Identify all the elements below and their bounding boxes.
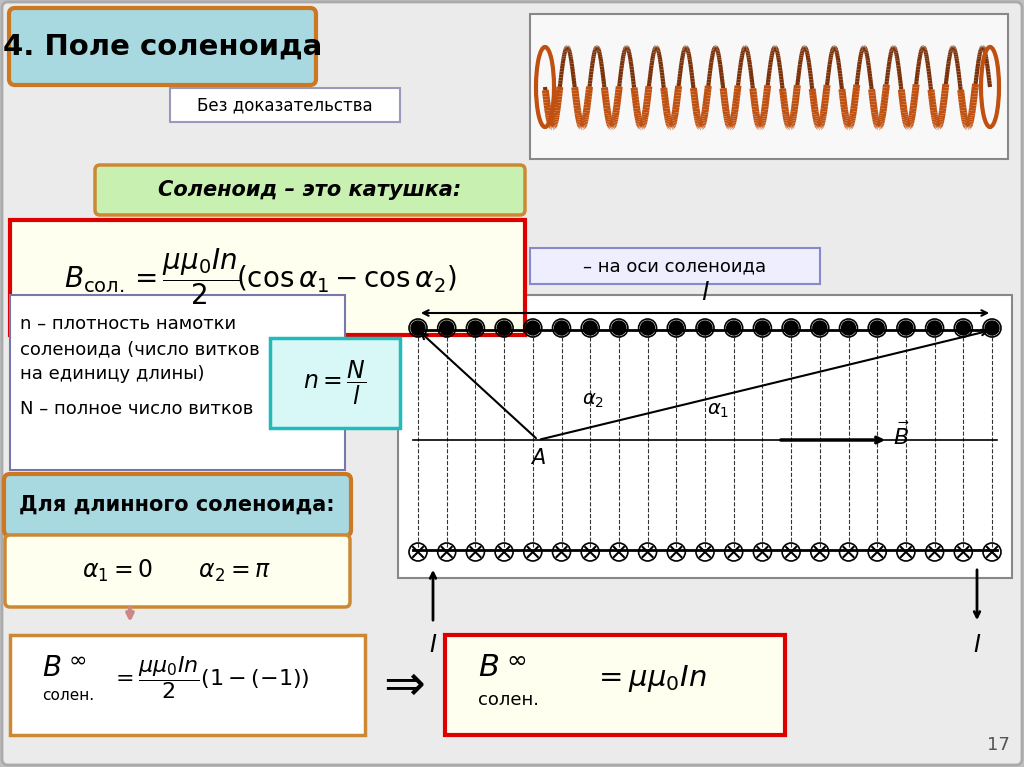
Circle shape: [439, 321, 454, 335]
Text: Соленоид – это катушка:: Соленоид – это катушка:: [159, 180, 462, 200]
FancyBboxPatch shape: [5, 535, 350, 607]
Text: – на оси соленоида: – на оси соленоида: [584, 257, 767, 275]
Text: Для длинного соленоида:: Для длинного соленоида:: [19, 495, 335, 515]
FancyBboxPatch shape: [10, 635, 365, 735]
Text: Без доказательства: Без доказательства: [198, 96, 373, 114]
Text: $l$: $l$: [700, 281, 710, 305]
Text: 17: 17: [987, 736, 1010, 754]
Text: на единицу длины): на единицу длины): [20, 365, 205, 383]
Circle shape: [584, 321, 597, 335]
FancyBboxPatch shape: [9, 8, 316, 85]
FancyBboxPatch shape: [170, 88, 400, 122]
FancyBboxPatch shape: [95, 165, 525, 215]
Text: $\vec{B}$: $\vec{B}$: [893, 421, 909, 449]
FancyBboxPatch shape: [4, 474, 351, 536]
Circle shape: [813, 321, 826, 335]
Circle shape: [411, 321, 425, 335]
Text: $B_{\rm сол.} = \dfrac{\mu\mu_0 In}{2}\!\left(\cos\alpha_1 - \cos\alpha_2\right): $B_{\rm сол.} = \dfrac{\mu\mu_0 In}{2}\!…: [63, 247, 457, 308]
Text: $n = \dfrac{N}{l}$: $n = \dfrac{N}{l}$: [303, 359, 367, 407]
Text: N – полное число витков: N – полное число витков: [20, 400, 253, 418]
FancyBboxPatch shape: [398, 295, 1012, 578]
Text: $= \dfrac{\mu\mu_0 In}{2}(1-(-1))$: $= \dfrac{\mu\mu_0 In}{2}(1-(-1))$: [111, 654, 309, 702]
Text: $I$: $I$: [973, 633, 981, 657]
Text: $= \mu\mu_0 In$: $= \mu\mu_0 In$: [593, 663, 707, 693]
Circle shape: [928, 321, 942, 335]
Circle shape: [468, 321, 482, 335]
Text: $A$: $A$: [530, 448, 546, 468]
FancyBboxPatch shape: [10, 220, 525, 335]
Text: $I$: $I$: [429, 633, 437, 657]
Text: 4. Поле соленоида: 4. Поле соленоида: [3, 33, 323, 61]
Circle shape: [670, 321, 683, 335]
Circle shape: [870, 321, 884, 335]
Circle shape: [525, 321, 540, 335]
Circle shape: [727, 321, 740, 335]
Text: $\alpha_1$: $\alpha_1$: [707, 400, 729, 420]
Circle shape: [899, 321, 913, 335]
Text: $\alpha_2$: $\alpha_2$: [582, 390, 604, 410]
Text: соленоида (число витков: соленоида (число витков: [20, 340, 260, 358]
FancyBboxPatch shape: [530, 14, 1008, 159]
Circle shape: [756, 321, 769, 335]
Circle shape: [641, 321, 654, 335]
Text: $\Rightarrow$: $\Rightarrow$: [375, 661, 426, 709]
Text: n – плотность намотки: n – плотность намотки: [20, 315, 237, 333]
Text: $B$: $B$: [478, 653, 499, 683]
FancyBboxPatch shape: [530, 248, 820, 284]
Text: $\infty$: $\infty$: [506, 648, 526, 672]
Text: $B$: $B$: [42, 654, 61, 682]
Text: $\alpha_1 = 0 \qquad \alpha_2 = \pi$: $\alpha_1 = 0 \qquad \alpha_2 = \pi$: [82, 558, 271, 584]
Text: солен.: солен.: [42, 687, 94, 703]
Text: $\infty$: $\infty$: [68, 650, 86, 670]
Circle shape: [612, 321, 626, 335]
FancyBboxPatch shape: [445, 635, 785, 735]
Circle shape: [555, 321, 568, 335]
Circle shape: [497, 321, 511, 335]
Text: солен.: солен.: [478, 691, 539, 709]
FancyBboxPatch shape: [10, 295, 345, 470]
Circle shape: [784, 321, 798, 335]
FancyBboxPatch shape: [270, 338, 400, 428]
Circle shape: [956, 321, 971, 335]
Circle shape: [985, 321, 999, 335]
Circle shape: [698, 321, 712, 335]
Circle shape: [842, 321, 855, 335]
